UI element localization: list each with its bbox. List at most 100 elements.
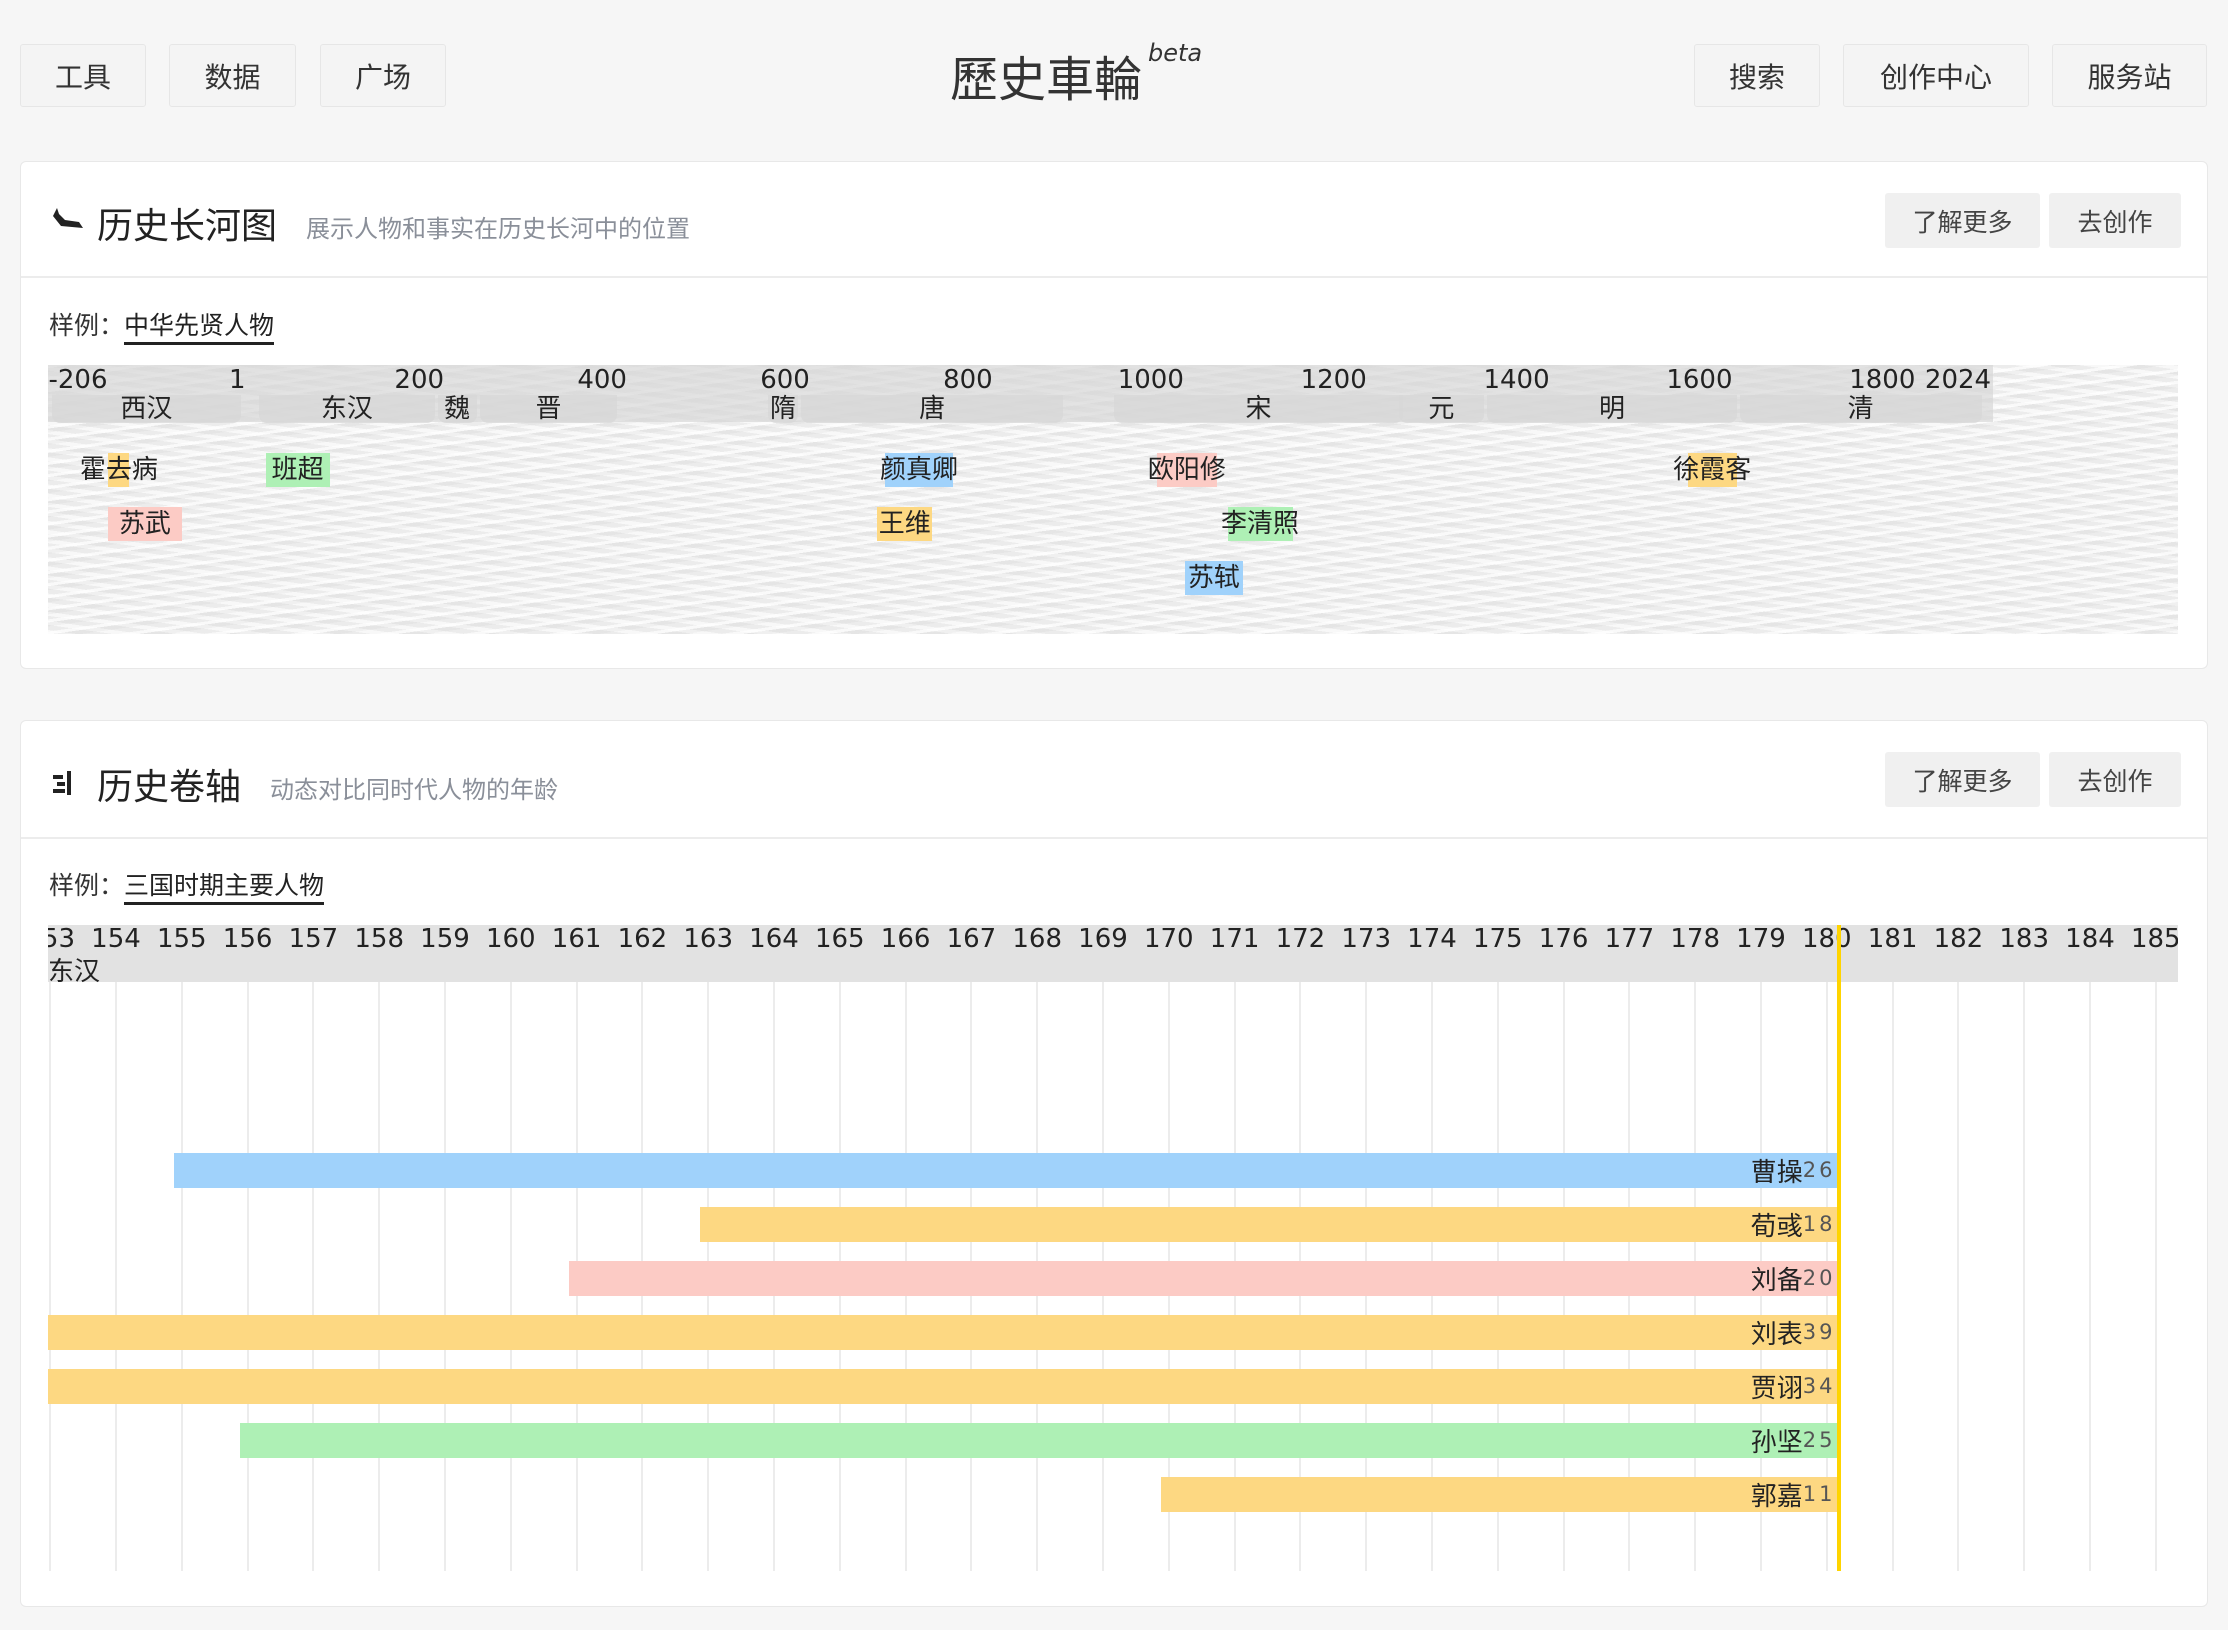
dynasty-label[interactable]: 清 (1739, 395, 1982, 423)
axis-tick-label: 1000 (1117, 365, 1184, 395)
person-age-bar[interactable]: 刘表 39 (48, 1315, 1837, 1350)
person-marker[interactable]: 颜真卿 (878, 453, 960, 487)
person-marker[interactable]: 欧阳修 (1146, 453, 1228, 487)
go-create-button[interactable]: 去创作 (2049, 193, 2181, 248)
axis-tick-label: 164 (749, 925, 799, 954)
person-name: 孙坚 (1750, 1428, 1803, 1458)
person-name: 王维 (878, 509, 931, 539)
dynasty-label[interactable]: 晋 (479, 395, 618, 423)
grid-line (1891, 982, 1894, 1571)
nav-creation-center-button[interactable]: 创作中心 (1843, 44, 2029, 107)
grid-line (2154, 982, 2157, 1571)
nav-data-button[interactable]: 数据 (169, 44, 296, 107)
sample-link[interactable]: 三国时期主要人物 (124, 871, 325, 905)
axis-tick-label: 1400 (1483, 365, 1550, 395)
person-name: 荀彧 (1750, 1212, 1803, 1242)
scroll-timeline[interactable]: 153 154 155 156 157 158 159 160 161 162 163 164 165 1… (48, 925, 2178, 1571)
axis-tick-label: 1 (229, 365, 246, 395)
nav-tools-button[interactable]: 工具 (20, 44, 146, 107)
person-name: 郭嘉 (1750, 1482, 1803, 1512)
axis-tick-label: 200 (394, 365, 445, 395)
person-age: 26 (1802, 1158, 1835, 1182)
dynasty-label[interactable]: 隋 (767, 395, 799, 423)
axis-tick-label: 177 (1604, 925, 1655, 954)
dynasty-label[interactable]: 唐 (801, 395, 1063, 423)
dynasty-label[interactable]: 元 (1398, 395, 1485, 423)
card-title: 历史卷轴 (97, 767, 242, 808)
nav-square-button[interactable]: 广场 (320, 44, 446, 107)
axis-tick-label: 178 (1670, 925, 1721, 954)
person-name: 苏轼 (1187, 563, 1240, 593)
lifespan-box (108, 453, 130, 487)
learn-more-button[interactable]: 了解更多 (1885, 193, 2040, 248)
person-age-bar[interactable]: 郭嘉 11 (1160, 1477, 1837, 1512)
person-age-bar[interactable]: 荀彧 18 (700, 1207, 1837, 1242)
current-year-line[interactable] (1836, 925, 1841, 1571)
axis-band (48, 925, 2178, 982)
axis-tick-label: 170 (1143, 925, 1194, 954)
axis-tick-label: 180 (1801, 925, 1852, 954)
dynasty-label[interactable]: 宋 (1114, 395, 1403, 423)
lifespan-box (1157, 453, 1217, 487)
person-age-bar[interactable]: 曹操 26 (173, 1153, 1837, 1188)
grid-line (509, 982, 512, 1571)
person-name: 贾诩 (1750, 1374, 1803, 1404)
person-age: 34 (1802, 1374, 1835, 1398)
sample-link[interactable]: 中华先贤人物 (124, 311, 275, 345)
logo-text: 歷史車輪 (950, 52, 1143, 108)
grid-line (180, 982, 183, 1571)
axis-tick-label: 176 (1538, 925, 1589, 954)
person-marker[interactable]: 徐霞客 (1671, 453, 1753, 487)
person-marker[interactable]: 苏轼 (1184, 561, 1244, 595)
axis-tick-label: 155 (156, 925, 207, 954)
lifespan-box (265, 453, 330, 487)
person-marker[interactable]: 王维 (877, 507, 933, 541)
person-name: 刘表 (1750, 1320, 1803, 1350)
axis-tick-label: 169 (1078, 925, 1128, 954)
person-age: 18 (1802, 1212, 1835, 1236)
card-header: 历史长河图 展示人物和事实在历史长河中的位置 了解更多 去创作 (21, 162, 2207, 278)
river-chart-card: 历史长河图 展示人物和事实在历史长河中的位置 了解更多 去创作 样例：中华先贤人… (20, 161, 2208, 669)
learn-more-button[interactable]: 了解更多 (1885, 752, 2040, 807)
axis-tick-label: 162 (617, 925, 668, 954)
person-age: 11 (1802, 1482, 1835, 1506)
axis-tick-label: 1200 (1300, 365, 1367, 395)
river-timeline[interactable]: -206 1 200 400 600 800 1000 1200 1400 1600 1800 202… (48, 365, 2178, 634)
person-marker[interactable]: 班超 (265, 453, 330, 487)
dynasty-label[interactable]: 西汉 (52, 395, 241, 423)
person-name: 徐霞客 (1673, 455, 1752, 485)
card-subtitle: 动态对比同时代人物的年龄 (270, 776, 558, 804)
axis-tick-label: 2024 (1924, 365, 1992, 395)
person-age-bar[interactable]: 刘备 20 (568, 1261, 1837, 1296)
nav-search-button[interactable]: 搜索 (1694, 44, 1820, 107)
site-logo[interactable]: 歷史車輪 beta (950, 39, 1203, 110)
person-marker[interactable]: 霍去病 (78, 453, 160, 487)
axis-tick-label: 168 (1012, 925, 1063, 954)
axis-tick-label: 158 (354, 925, 405, 954)
axis-tick-label: 179 (1736, 925, 1786, 954)
axis-tick-label: 184 (2065, 925, 2115, 954)
axis-tick-label: -206 (48, 365, 108, 395)
grid-line (1957, 982, 1960, 1571)
lifespan-box (884, 453, 954, 487)
go-create-button[interactable]: 去创作 (2049, 752, 2181, 807)
nav-service-station-button[interactable]: 服务站 (2052, 44, 2207, 107)
person-marker[interactable]: 李清照 (1219, 507, 1301, 541)
card-header: 历史卷轴 动态对比同时代人物的年龄 了解更多 去创作 (21, 721, 2207, 839)
axis-tick-label: 181 (1867, 925, 1918, 954)
dynasty-label[interactable]: 东汉 (259, 395, 435, 423)
person-marker[interactable]: 苏武 (108, 507, 182, 541)
person-age-bar[interactable]: 贾诩 34 (48, 1369, 1837, 1404)
grid-line (2089, 982, 2091, 1571)
grid-line (2023, 982, 2026, 1571)
person-name: 霍去病 (79, 455, 158, 485)
grid-line (312, 982, 315, 1571)
dynasty-label[interactable]: 魏 (437, 395, 477, 423)
dynasty-label[interactable]: 明 (1487, 395, 1737, 423)
grid-line (49, 982, 52, 1571)
person-name: 刘备 (1750, 1266, 1803, 1296)
axis-tick-label: 800 (943, 365, 993, 395)
axis-tick-label: 160 (485, 925, 536, 954)
person-age-bar[interactable]: 孙坚 25 (239, 1423, 1837, 1458)
beta-badge: beta (1148, 39, 1203, 67)
